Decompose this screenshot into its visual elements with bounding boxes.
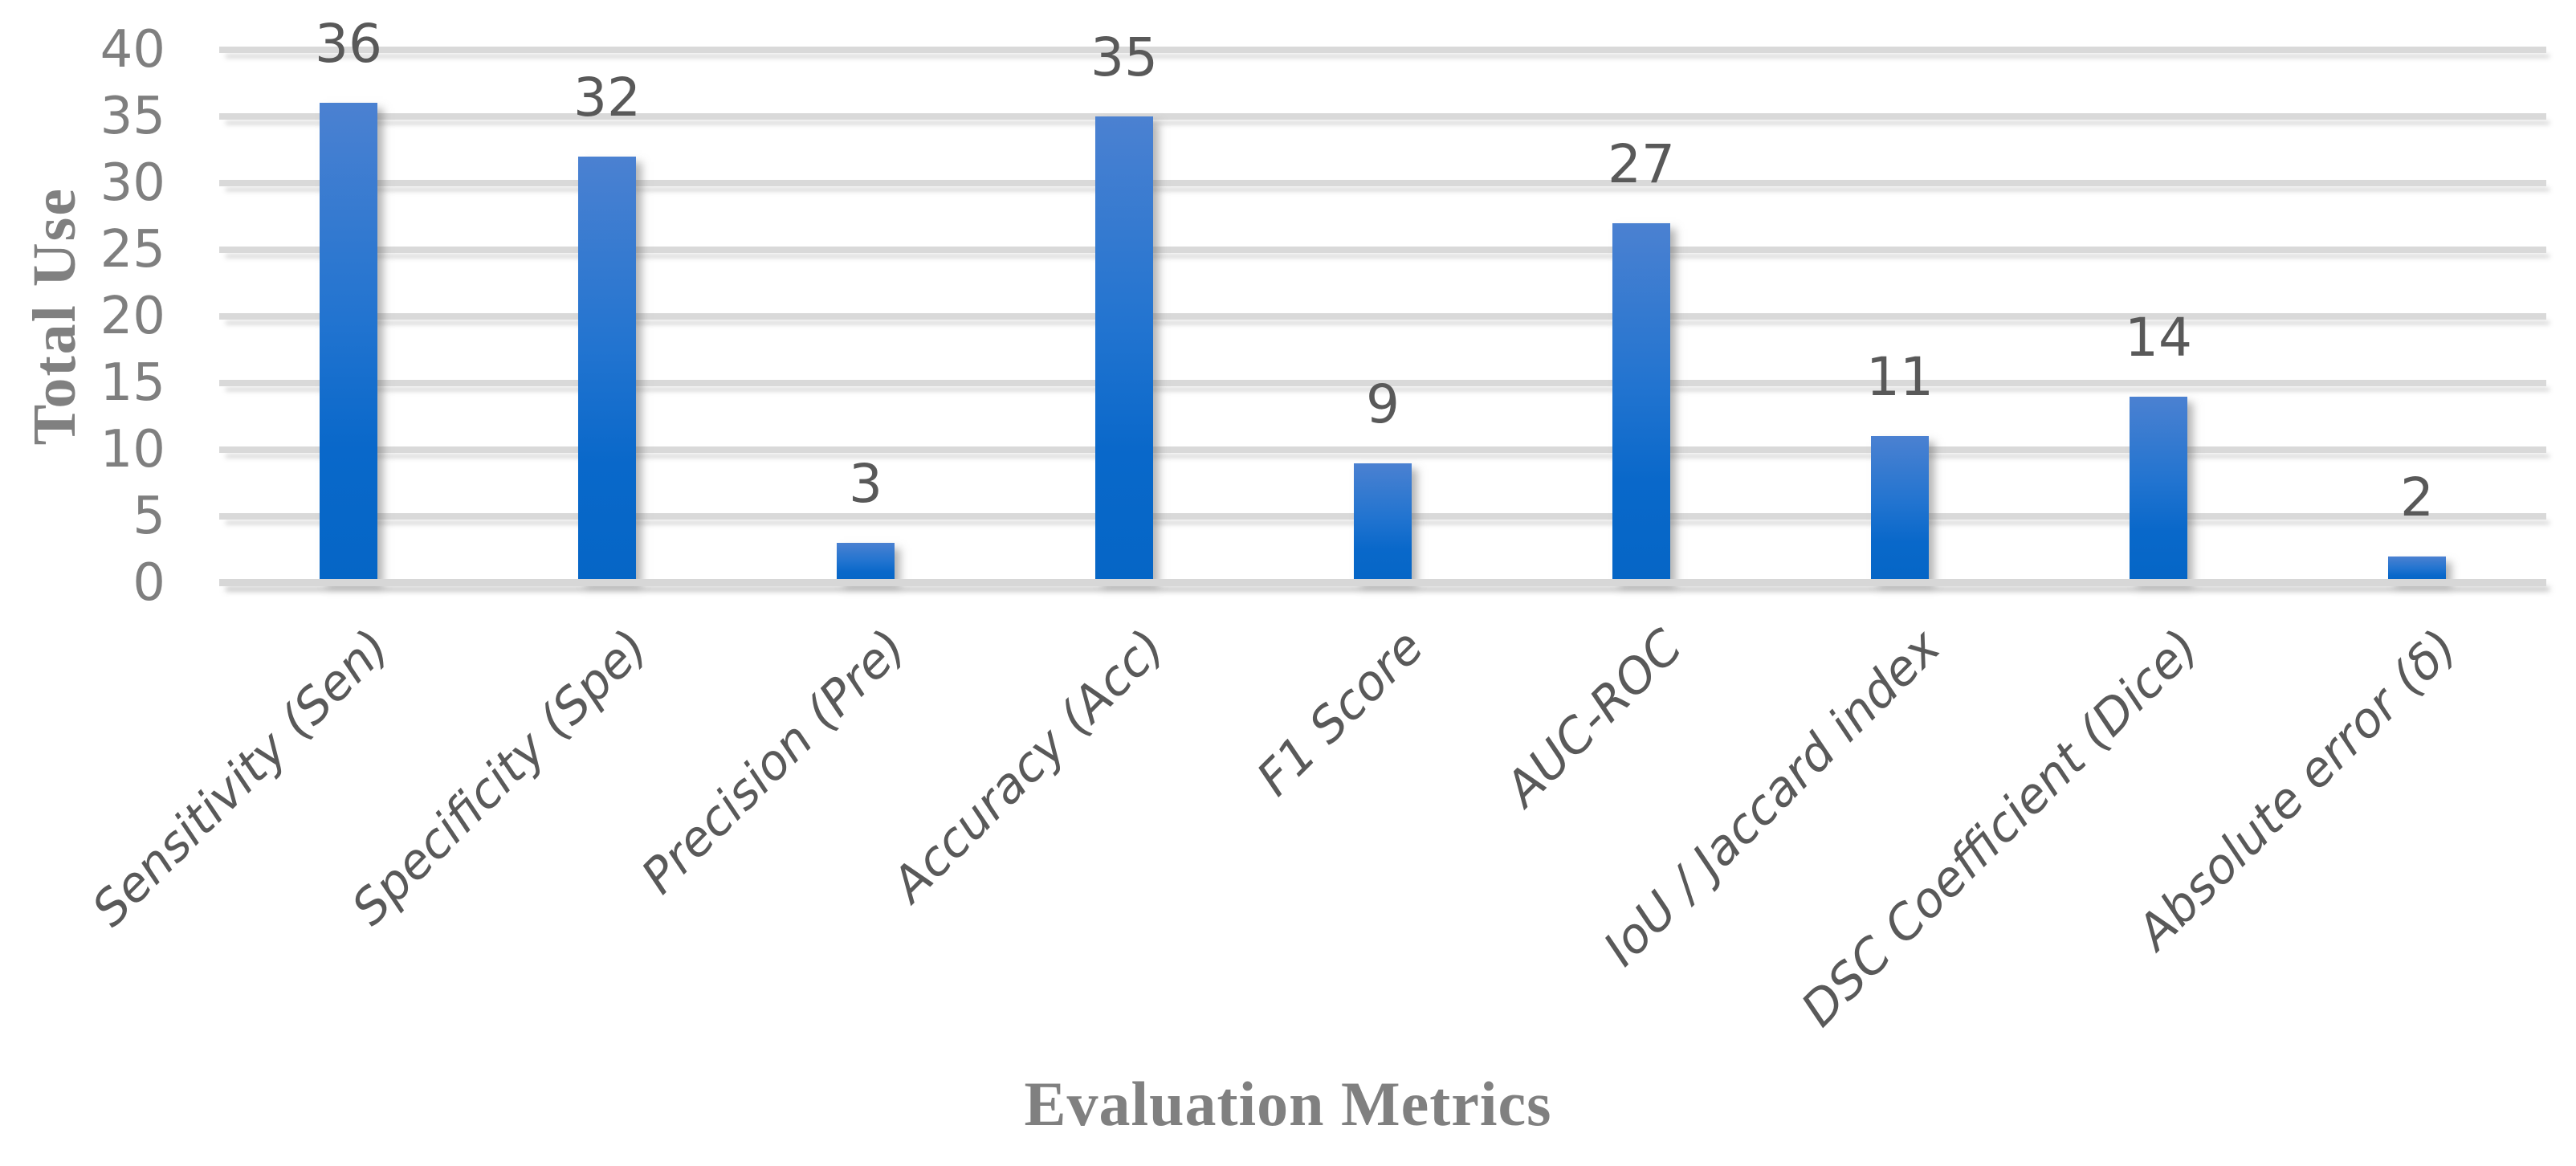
x-category-label: Accuracy (Acc) [881, 618, 1176, 913]
bar-value-label: 14 [2125, 306, 2192, 369]
y-tick-label: 10 [100, 420, 165, 479]
bar-Specificity (Spe) [578, 156, 636, 583]
y-tick-label: 15 [100, 353, 165, 413]
x-category-label: AUC-ROC [1494, 618, 1694, 817]
bar-value-label: 32 [573, 66, 641, 128]
y-axis-tick-labels: 0 5 10 15 20 25 30 35 40 [0, 24, 165, 609]
bar-Sensitivity (Sen) [320, 103, 377, 583]
bar-AUC-ROC [1612, 222, 1670, 583]
gridline-y-10 [219, 446, 2546, 453]
bar-IoU / Jaccard index [1871, 436, 1929, 583]
y-tick-label: 40 [100, 20, 165, 80]
y-tick-label: 30 [100, 153, 165, 213]
bar-F1 Score [1354, 463, 1412, 583]
bar-value-label: 36 [315, 13, 382, 75]
gridline-y-15 [219, 380, 2546, 386]
y-tick-label: 20 [100, 287, 165, 346]
y-tick-label: 0 [132, 553, 165, 613]
x-category-label: F1 Score [1245, 618, 1435, 807]
bar-DSC Coefficient (Dice) [2130, 396, 2187, 583]
gridline-y-40 [219, 47, 2546, 53]
gridline-y-35 [219, 113, 2546, 120]
y-tick-label: 5 [132, 487, 165, 546]
plot-area: 36 32 3 35 9 27 11 14 2 Sensitivity (Sen) Specifi… [81, 18, 2546, 1038]
x-axis-title: Evaluation Metrics [0, 1068, 2576, 1140]
bar-value-label: 35 [1090, 26, 1158, 88]
x-axis-title-text: Evaluation Metrics [1024, 1069, 1552, 1139]
y-tick-label: 25 [100, 220, 165, 279]
x-category-label: Precision (Pre) [630, 618, 918, 905]
y-tick-label: 35 [100, 87, 165, 146]
bar-value-label: 9 [1366, 373, 1400, 435]
gridline-y-20 [219, 313, 2546, 320]
bar-value-label: 27 [1608, 132, 1675, 195]
bar-Precision (Pre) [837, 543, 895, 583]
bar-value-label: 3 [849, 453, 882, 516]
bar-Accuracy (Acc) [1095, 116, 1153, 583]
bar-Absolute error (δ) [2388, 556, 2446, 583]
gridline-y-25 [219, 247, 2546, 253]
bar-value-label: 11 [1866, 346, 1934, 409]
bar-value-label: 2 [2400, 466, 2434, 528]
x-axis-line [219, 579, 2546, 586]
gridline-y-30 [219, 180, 2546, 186]
